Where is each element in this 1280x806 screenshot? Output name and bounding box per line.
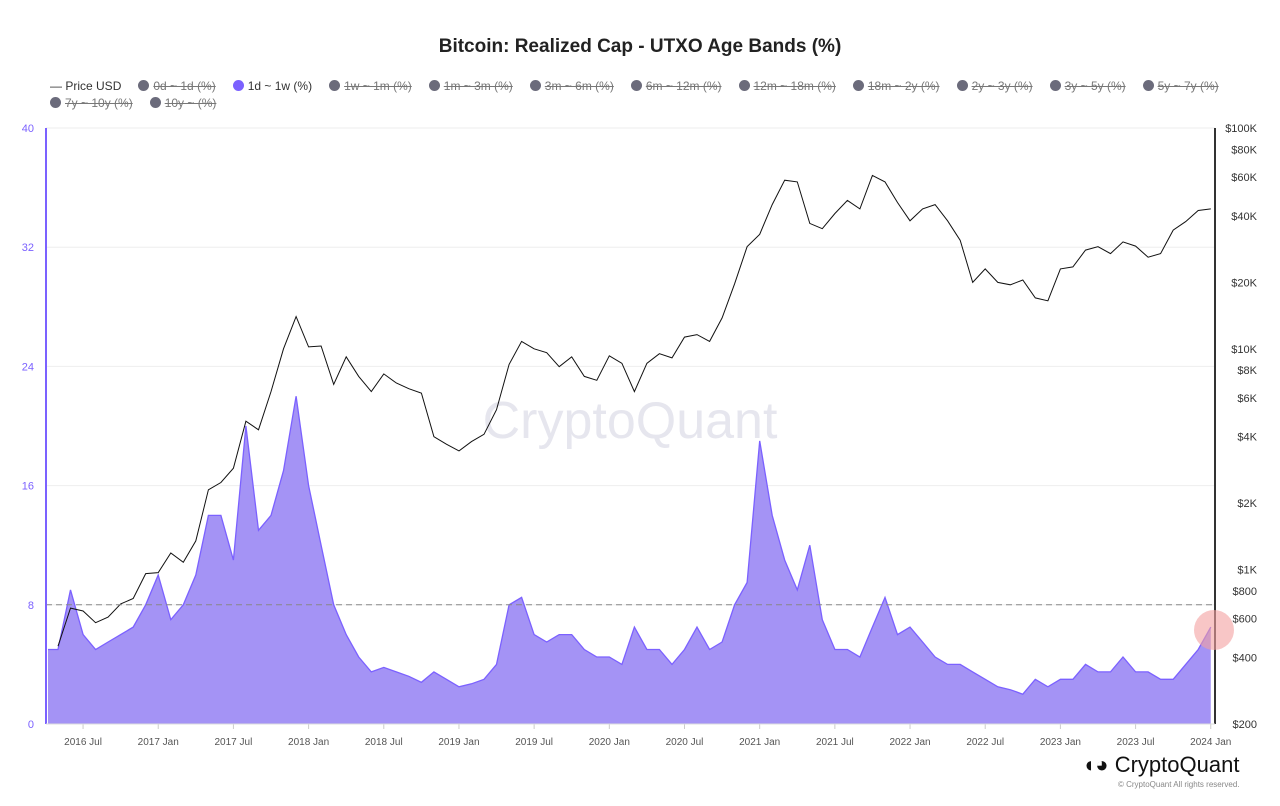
- logo-icon: ◖◕: [1082, 752, 1109, 777]
- legend-label: 3m ~ 6m (%): [544, 79, 614, 93]
- utxo-1d-1w-line: [48, 396, 1212, 695]
- y-left-tick-label: 8: [28, 600, 34, 612]
- y-right-tick-label: $600: [1233, 614, 1257, 626]
- x-tick-label: 2017 Jul: [215, 737, 253, 748]
- y-right-tick-label: $200: [1233, 719, 1257, 731]
- legend-label: 7y ~ 10y (%): [65, 96, 133, 110]
- price-usd-line: [57, 174, 1211, 647]
- legend-item[interactable]: 1m ~ 3m (%): [428, 78, 513, 95]
- legend-label: 0d ~ 1d (%): [153, 79, 216, 93]
- legend-item[interactable]: 10y ~ (%): [149, 95, 217, 112]
- circle-marker-icon: [149, 97, 161, 108]
- x-tick-label: 2019 Jan: [438, 737, 479, 748]
- legend-item[interactable]: 2y ~ 3y (%): [956, 78, 1033, 95]
- copyright: © CryptoQuant All rights reserved.: [1118, 780, 1240, 789]
- legend-label: 1w ~ 1m (%): [344, 79, 412, 93]
- line-marker-icon: —: [50, 79, 66, 93]
- circle-marker-icon: [232, 80, 244, 91]
- y-right-tick-label: $60K: [1231, 172, 1257, 184]
- circle-marker-icon: [738, 80, 750, 91]
- y-left-tick-label: 40: [22, 123, 34, 135]
- y-right-tick-label: $800: [1233, 586, 1257, 598]
- x-tick-label: 2019 Jul: [515, 737, 553, 748]
- x-tick-label: 2021 Jan: [739, 737, 780, 748]
- legend: — Price USD 0d ~ 1d (%) 1d ~ 1w (%) 1w ~ 1m…: [50, 78, 1250, 112]
- x-tick-label: 2021 Jul: [816, 737, 854, 748]
- legend-label: 1d ~ 1w (%): [247, 79, 313, 93]
- legend-item[interactable]: 12m ~ 18m (%): [738, 78, 836, 95]
- x-tick-label: 2023 Jan: [1040, 737, 1081, 748]
- legend-item[interactable]: 3y ~ 5y (%): [1049, 78, 1126, 95]
- x-tick-label: 2020 Jan: [589, 737, 630, 748]
- circle-marker-icon: [428, 80, 440, 91]
- circle-marker-icon: [138, 80, 150, 91]
- legend-label: 12m ~ 18m (%): [753, 79, 836, 93]
- y-right-tick-label: $100K: [1225, 123, 1257, 135]
- x-tick-label: 2023 Jul: [1117, 737, 1155, 748]
- x-tick-label: 2018 Jul: [365, 737, 403, 748]
- x-tick-label: 2022 Jul: [966, 737, 1004, 748]
- circle-marker-icon: [329, 80, 341, 91]
- logo-text: CryptoQuant: [1114, 752, 1240, 777]
- y-left-tick-label: 0: [28, 719, 34, 731]
- x-tick-label: 2022 Jan: [889, 737, 930, 748]
- legend-label: 2y ~ 3y (%): [971, 79, 1033, 93]
- legend-label: 1m ~ 3m (%): [443, 79, 513, 93]
- legend-label: 5y ~ 7y (%): [1157, 79, 1219, 93]
- y-right-tick-label: $20K: [1231, 277, 1257, 289]
- legend-item[interactable]: 1d ~ 1w (%): [232, 78, 313, 95]
- y-left-tick-label: 32: [22, 242, 34, 254]
- y-right-tick-label: $4K: [1237, 432, 1257, 444]
- x-tick-label: 2024 Jan: [1190, 737, 1231, 748]
- y-left-tick-label: 16: [22, 481, 34, 493]
- y-right-tick-label: $8K: [1237, 365, 1257, 377]
- circle-marker-icon: [852, 80, 864, 91]
- legend-item[interactable]: 7y ~ 10y (%): [50, 95, 133, 112]
- legend-label: 10y ~ (%): [164, 96, 217, 110]
- circle-marker-icon: [50, 97, 61, 108]
- cryptoquant-logo: ◖◕ CryptoQuant: [1082, 752, 1239, 778]
- legend-item[interactable]: 1w ~ 1m (%): [329, 78, 412, 95]
- legend-label: 3y ~ 5y (%): [1064, 79, 1126, 93]
- x-tick-label: 2016 Jul: [64, 737, 102, 748]
- circle-marker-icon: [529, 80, 541, 91]
- y-right-tick-label: $10K: [1231, 344, 1257, 356]
- utxo-1d-1w-area: [48, 396, 1211, 724]
- legend-label: 6m ~ 12m (%): [645, 79, 722, 93]
- circle-marker-icon: [1049, 80, 1061, 91]
- x-tick-label: 2018 Jan: [288, 737, 329, 748]
- y-right-tick-label: $1K: [1237, 565, 1257, 577]
- legend-item[interactable]: 3m ~ 6m (%): [529, 78, 614, 95]
- y-right-tick-label: $6K: [1237, 393, 1257, 405]
- highlight-circle: [1194, 610, 1234, 650]
- legend-item[interactable]: 6m ~ 12m (%): [630, 78, 722, 95]
- x-tick-label: 2020 Jul: [666, 737, 704, 748]
- y-right-tick-label: $400: [1233, 653, 1257, 665]
- legend-item[interactable]: 18m ~ 2y (%): [852, 78, 940, 95]
- legend-item[interactable]: — Price USD: [50, 78, 121, 95]
- x-tick-label: 2017 Jan: [138, 737, 179, 748]
- legend-item[interactable]: 0d ~ 1d (%): [138, 78, 216, 95]
- legend-label: 18m ~ 2y (%): [867, 79, 940, 93]
- legend-item[interactable]: 5y ~ 7y (%): [1142, 78, 1219, 95]
- y-right-tick-label: $80K: [1231, 144, 1257, 156]
- y-right-tick-label: $40K: [1231, 211, 1257, 223]
- circle-marker-icon: [630, 80, 642, 91]
- legend-label: Price USD: [65, 79, 122, 93]
- y-right-tick-label: $2K: [1237, 498, 1257, 510]
- y-left-tick-label: 24: [22, 361, 34, 373]
- watermark: CryptoQuant: [483, 392, 778, 450]
- circle-marker-icon: [1142, 80, 1154, 91]
- circle-marker-icon: [956, 80, 968, 91]
- chart-title: Bitcoin: Realized Cap - UTXO Age Bands (…: [438, 36, 842, 57]
